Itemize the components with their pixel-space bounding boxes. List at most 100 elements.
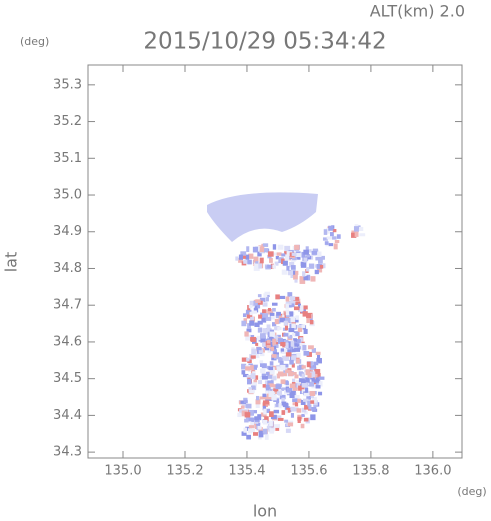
echo-cell bbox=[261, 376, 268, 380]
echo-cell bbox=[251, 346, 255, 351]
echo-cell bbox=[295, 315, 299, 320]
echo-cell bbox=[313, 379, 320, 383]
echo-cell bbox=[359, 233, 366, 237]
echo-cell bbox=[332, 229, 337, 233]
echo-cell bbox=[274, 344, 279, 348]
echo-cell bbox=[276, 311, 281, 316]
echo-cell bbox=[275, 314, 280, 319]
echo-cell bbox=[284, 325, 289, 331]
echo-cell bbox=[284, 342, 289, 349]
echo-cell bbox=[277, 417, 284, 421]
echo-cell bbox=[326, 236, 333, 240]
echo-cell bbox=[300, 262, 307, 268]
echo-cell bbox=[326, 227, 330, 234]
echo-cell bbox=[250, 316, 254, 320]
echo-cell bbox=[275, 294, 280, 300]
echo-cell bbox=[271, 394, 277, 401]
echo-cell bbox=[299, 337, 303, 344]
echo-cell bbox=[290, 413, 295, 418]
echo-cell bbox=[248, 304, 253, 309]
echo-cell bbox=[258, 427, 263, 434]
y-unit: (deg) bbox=[20, 35, 49, 48]
y-tick-label: 34.3 bbox=[53, 445, 82, 460]
echo-cell bbox=[336, 234, 341, 239]
echo-cell bbox=[306, 391, 313, 395]
echo-cell bbox=[253, 365, 257, 370]
echo-cell bbox=[288, 371, 294, 377]
echo-cell bbox=[291, 252, 297, 256]
echo-cell bbox=[260, 333, 266, 339]
echo-cell bbox=[307, 372, 312, 378]
echo-cell bbox=[294, 401, 299, 407]
echo-cell bbox=[259, 360, 264, 364]
echo-cell bbox=[283, 333, 289, 337]
echo-cell bbox=[303, 276, 309, 281]
echo-cell bbox=[312, 248, 319, 254]
echo-cell bbox=[285, 317, 292, 323]
echo-cell bbox=[314, 269, 319, 275]
echo-cell bbox=[265, 295, 269, 302]
echo-cell bbox=[275, 256, 280, 260]
echo-cell bbox=[319, 255, 325, 260]
echo-cell bbox=[284, 245, 291, 252]
echo-cell bbox=[269, 428, 275, 434]
echo-cell bbox=[292, 333, 296, 337]
echo-cell bbox=[268, 366, 274, 371]
echo-cell bbox=[257, 251, 262, 257]
echo-cell bbox=[278, 257, 284, 264]
echo-cell bbox=[275, 403, 282, 407]
echo-cell bbox=[277, 338, 283, 344]
echo-cell bbox=[286, 301, 292, 306]
echo-cell bbox=[295, 318, 299, 323]
echo-cell bbox=[310, 414, 316, 421]
echo-cell bbox=[296, 358, 300, 364]
echo-cell bbox=[274, 354, 279, 360]
echo-cell bbox=[285, 303, 289, 309]
echo-cell bbox=[302, 311, 308, 317]
echo-cell bbox=[257, 435, 262, 440]
echo-cell bbox=[299, 276, 305, 282]
echo-cell bbox=[322, 237, 328, 241]
y-tick-label: 35.3 bbox=[53, 77, 82, 92]
echo-cell bbox=[290, 340, 295, 347]
echo-cell bbox=[292, 348, 296, 353]
echo-cell bbox=[302, 305, 308, 310]
echo-cell bbox=[262, 243, 269, 247]
echo-cell bbox=[290, 316, 296, 323]
echo-cell bbox=[272, 264, 277, 269]
echo-cell bbox=[282, 363, 289, 368]
echo-cell bbox=[274, 335, 279, 340]
echo-cell bbox=[265, 384, 270, 391]
echo-cell bbox=[254, 352, 260, 359]
echo-cell bbox=[282, 372, 288, 377]
echo-cell bbox=[255, 402, 260, 409]
echo-cell bbox=[299, 342, 306, 348]
echo-cell bbox=[303, 417, 309, 422]
x-tick-label: 135.4 bbox=[228, 464, 265, 479]
echo-cell bbox=[303, 249, 309, 255]
echo-cell bbox=[274, 341, 279, 347]
echo-cell bbox=[294, 395, 300, 400]
echo-cell bbox=[259, 396, 266, 400]
x-tick-label: 135.2 bbox=[166, 464, 203, 479]
echo-cell bbox=[254, 303, 258, 309]
echo-cell bbox=[296, 408, 302, 413]
echo-cell bbox=[269, 411, 274, 417]
echo-cell bbox=[235, 256, 239, 261]
echo-cell bbox=[317, 251, 322, 258]
echo-cell bbox=[276, 391, 282, 395]
echo-cell bbox=[298, 385, 305, 391]
echo-cell bbox=[300, 399, 306, 406]
echo-cell bbox=[277, 244, 284, 250]
echo-cell bbox=[279, 360, 284, 366]
echo-cell bbox=[305, 369, 310, 375]
echo-cell bbox=[287, 292, 293, 297]
y-tick-label: 35.0 bbox=[53, 188, 82, 203]
echo-cell bbox=[308, 404, 312, 410]
echo-cell bbox=[254, 322, 260, 328]
echo-cell bbox=[251, 310, 257, 314]
echo-cell bbox=[247, 323, 251, 330]
echo-cell bbox=[279, 394, 286, 400]
echo-cell bbox=[276, 366, 280, 372]
